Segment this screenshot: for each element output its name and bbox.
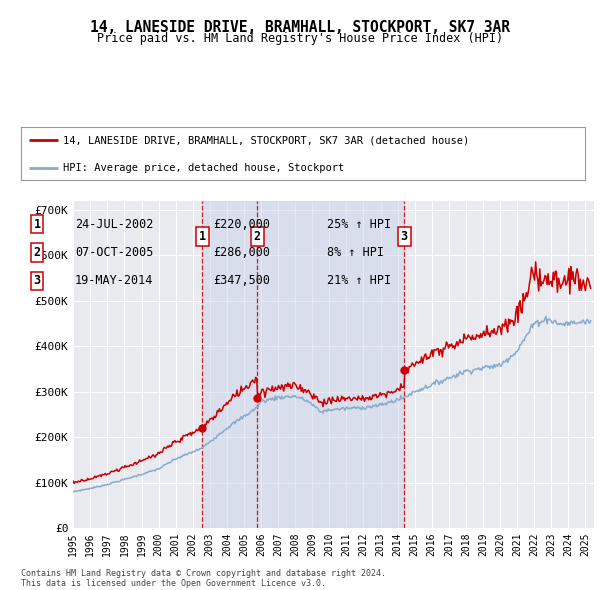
Text: 1: 1: [34, 218, 41, 231]
Text: 8% ↑ HPI: 8% ↑ HPI: [327, 246, 384, 259]
Text: £347,500: £347,500: [213, 274, 270, 287]
Bar: [202, 201, 257, 528]
Text: 14, LANESIDE DRIVE, BRAMHALL, STOCKPORT, SK7 3AR: 14, LANESIDE DRIVE, BRAMHALL, STOCKPORT,…: [90, 20, 510, 35]
Text: £286,000: £286,000: [213, 246, 270, 259]
Text: 21% ↑ HPI: 21% ↑ HPI: [327, 274, 391, 287]
Text: 24-JUL-2002: 24-JUL-2002: [75, 218, 154, 231]
Text: 3: 3: [34, 274, 41, 287]
Bar: [257, 201, 404, 528]
Text: 3: 3: [401, 230, 407, 243]
Point: [197, 423, 207, 432]
Point: [253, 394, 262, 403]
Text: HPI: Average price, detached house, Stockport: HPI: Average price, detached house, Stoc…: [64, 163, 344, 173]
Text: Contains HM Land Registry data © Crown copyright and database right 2024.
This d: Contains HM Land Registry data © Crown c…: [21, 569, 386, 588]
Text: 2: 2: [34, 246, 41, 259]
Text: 19-MAY-2014: 19-MAY-2014: [75, 274, 154, 287]
Text: £220,000: £220,000: [213, 218, 270, 231]
Text: Price paid vs. HM Land Registry's House Price Index (HPI): Price paid vs. HM Land Registry's House …: [97, 32, 503, 45]
Text: 25% ↑ HPI: 25% ↑ HPI: [327, 218, 391, 231]
Point: [400, 365, 409, 375]
Text: 2: 2: [254, 230, 260, 243]
Text: 07-OCT-2005: 07-OCT-2005: [75, 246, 154, 259]
Text: 14, LANESIDE DRIVE, BRAMHALL, STOCKPORT, SK7 3AR (detached house): 14, LANESIDE DRIVE, BRAMHALL, STOCKPORT,…: [64, 135, 470, 145]
Text: 1: 1: [199, 230, 206, 243]
